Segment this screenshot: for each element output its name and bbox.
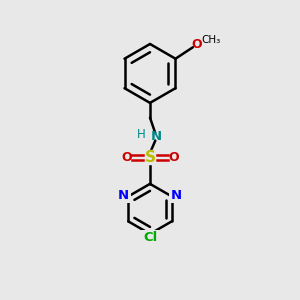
FancyBboxPatch shape <box>142 150 158 164</box>
Text: N: N <box>118 189 129 202</box>
Text: O: O <box>121 151 132 164</box>
Text: O: O <box>191 38 202 51</box>
Text: H: H <box>137 128 146 142</box>
Text: S: S <box>145 150 155 165</box>
Text: Cl: Cl <box>143 231 157 244</box>
Text: N: N <box>151 130 162 143</box>
Text: O: O <box>168 151 179 164</box>
Text: N: N <box>171 189 182 202</box>
Text: CH₃: CH₃ <box>202 34 221 45</box>
